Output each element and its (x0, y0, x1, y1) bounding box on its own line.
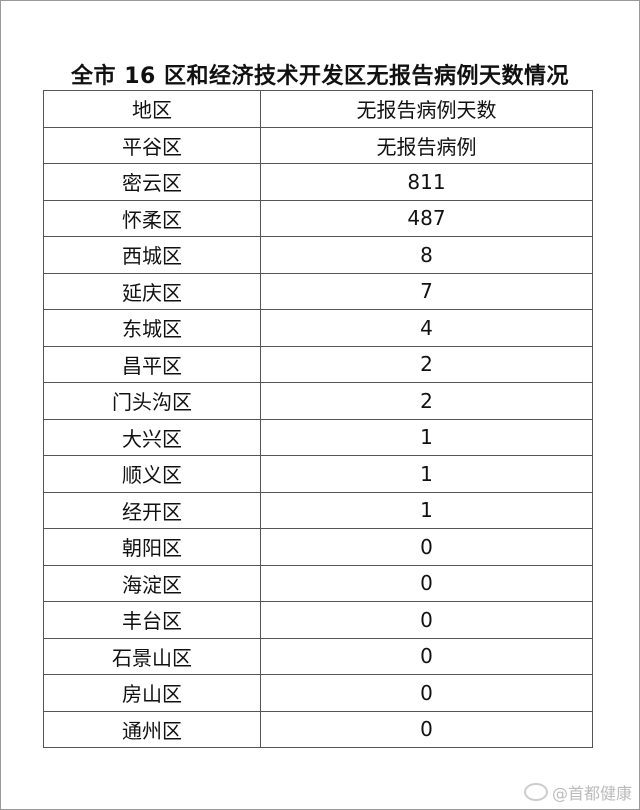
cell-region: 密云区 (43, 163, 261, 201)
table-row: 密云区 811 (43, 163, 593, 201)
cell-days: 0 (260, 564, 593, 602)
table-row: 经开区 1 (43, 491, 593, 529)
cell-region: 顺义区 (43, 455, 261, 493)
cell-days: 7 (260, 272, 593, 310)
cell-region: 海淀区 (43, 564, 261, 602)
watermark-text: @首都健康 (551, 784, 632, 803)
cell-region: 怀柔区 (43, 199, 261, 237)
cell-region: 房山区 (43, 674, 261, 712)
cell-days: 1 (260, 418, 593, 456)
table-row: 门头沟区 2 (43, 382, 593, 420)
cell-days: 811 (260, 163, 593, 201)
cell-region: 石景山区 (43, 637, 261, 675)
cell-days: 0 (260, 528, 593, 566)
cell-region: 东城区 (43, 309, 261, 347)
table-row: 平谷区 无报告病例 (43, 126, 593, 164)
cell-days: 487 (260, 199, 593, 237)
cell-region: 平谷区 (43, 126, 261, 164)
cell-days: 8 (260, 236, 593, 274)
table-header-row: 地区 无报告病例天数 (43, 90, 593, 128)
weibo-icon (523, 783, 548, 801)
table-row: 大兴区 1 (43, 418, 593, 456)
cell-region: 大兴区 (43, 418, 261, 456)
table-row: 顺义区 1 (43, 455, 593, 493)
cell-region: 丰台区 (43, 601, 261, 639)
header-region: 地区 (43, 90, 261, 128)
page-title: 全市 16 区和经济技术开发区无报告病例天数情况 (71, 64, 569, 89)
cell-region: 昌平区 (43, 345, 261, 383)
table-row: 丰台区 0 (43, 601, 593, 639)
cell-region: 经开区 (43, 491, 261, 529)
cell-days: 2 (260, 382, 593, 420)
cell-days: 0 (260, 637, 593, 675)
cell-region: 延庆区 (43, 272, 261, 310)
cell-days: 2 (260, 345, 593, 383)
cell-region: 朝阳区 (43, 528, 261, 566)
watermark: @首都健康 (523, 780, 632, 804)
table-row: 通州区 0 (43, 710, 593, 748)
cell-region: 门头沟区 (43, 382, 261, 420)
cell-days: 1 (260, 455, 593, 493)
table-row: 石景山区 0 (43, 637, 593, 675)
table-row: 房山区 0 (43, 674, 593, 712)
cell-days: 无报告病例 (260, 126, 593, 164)
cell-days: 4 (260, 309, 593, 347)
table-row: 昌平区 2 (43, 345, 593, 383)
data-table: 地区 无报告病例天数 平谷区 无报告病例 密云区 811 怀柔区 487 西城区 8 延庆区 7 东… (43, 90, 593, 748)
cell-region: 通州区 (43, 710, 261, 748)
table-row: 海淀区 0 (43, 564, 593, 602)
table-row: 延庆区 7 (43, 272, 593, 310)
table-row: 西城区 8 (43, 236, 593, 274)
cell-days: 0 (260, 601, 593, 639)
table-row: 东城区 4 (43, 309, 593, 347)
table-row: 朝阳区 0 (43, 528, 593, 566)
header-days: 无报告病例天数 (260, 90, 593, 128)
cell-days: 0 (260, 710, 593, 748)
cell-days: 1 (260, 491, 593, 529)
table-row: 怀柔区 487 (43, 199, 593, 237)
cell-days: 0 (260, 674, 593, 712)
cell-region: 西城区 (43, 236, 261, 274)
